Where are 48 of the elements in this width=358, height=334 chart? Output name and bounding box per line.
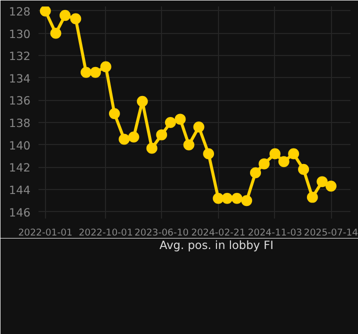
point [231,192,242,204]
x-tick-label: 2024-02-21 [191,228,246,238]
point [174,114,186,125]
point [326,180,337,192]
point [146,142,158,154]
point [50,28,62,39]
point [306,192,318,203]
point [80,66,92,78]
y-tick-label: 136 [8,94,31,108]
y-tick-label: 142 [8,160,31,175]
point [40,6,51,16]
y-tick-label: 144 [8,182,31,197]
point [118,134,130,145]
x-tick-label: 2025-07-14 [304,228,358,238]
x-tick-label: 2023-06-10 [134,228,189,238]
point [250,167,262,178]
y-tick-label: 130 [8,26,31,41]
point [183,139,194,150]
point [203,148,214,160]
point [241,195,252,206]
y-tick-label: 134 [8,71,31,86]
y-tick-label: 132 [8,49,31,64]
y-tick-label: 140 [8,138,31,152]
text: Avg. pos. in lobby FI [160,238,274,252]
x-tick-label: 2022-10-01 [78,228,133,238]
point [90,66,101,78]
x-tick-label: 2024-11-03 [248,228,302,238]
point [269,148,280,160]
point [156,129,168,140]
point [212,192,224,204]
point [222,192,233,204]
point [316,176,328,188]
point [70,13,82,24]
point [278,156,290,168]
point [60,10,71,21]
point [193,122,204,132]
y-tick-label: 138 [8,116,31,130]
point [164,117,176,128]
point [136,96,148,107]
point [298,164,310,175]
point [128,132,140,143]
point [108,108,120,120]
y-tick-label: 128 [8,4,31,18]
x-tick-label: 2022-01-01 [18,228,73,238]
y-tick-label: 146 [8,205,31,220]
point [288,148,300,160]
point [258,158,270,170]
point [100,61,112,72]
